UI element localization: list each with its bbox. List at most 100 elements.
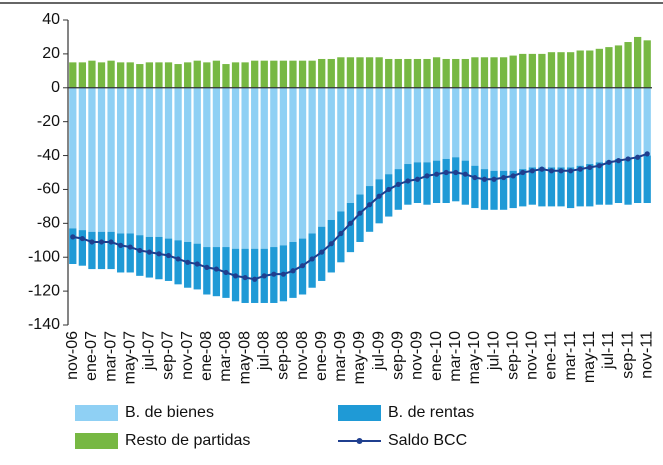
bar: [490, 170, 498, 210]
x-tick-label: may-11: [581, 331, 598, 383]
bar: [260, 60, 268, 88]
bar: [97, 62, 106, 88]
bar: [136, 64, 144, 88]
bar: [222, 64, 230, 88]
bar: [203, 62, 211, 88]
bar: [614, 87, 623, 159]
marker: [79, 235, 85, 242]
bar: [423, 87, 431, 163]
marker: [156, 251, 162, 257]
bar: [605, 160, 613, 205]
bar: [528, 87, 536, 168]
marker: [165, 252, 172, 259]
bar: [88, 60, 96, 88]
x-tick-label: nov-09: [409, 331, 426, 380]
marker: [606, 159, 612, 165]
bar: [346, 57, 355, 88]
bar: [164, 87, 173, 239]
bar: [97, 231, 106, 270]
bar: [145, 236, 154, 278]
bar: [461, 87, 469, 161]
bar: [586, 164, 594, 207]
marker: [290, 268, 296, 274]
marker: [204, 264, 210, 270]
bar: [308, 87, 316, 234]
bar: [471, 57, 479, 88]
bar: [452, 58, 460, 88]
bar: [643, 155, 651, 203]
marker: [89, 239, 95, 245]
bar: [260, 87, 268, 249]
bar: [136, 235, 144, 276]
bar: [155, 87, 163, 237]
y-tick-label: -60: [37, 181, 60, 198]
x-tick-label: ene-08: [198, 331, 215, 381]
bar: [126, 87, 134, 234]
marker: [405, 178, 411, 184]
legend-label: Saldo BCC: [388, 432, 467, 449]
bar: [88, 231, 96, 270]
bar: [624, 87, 632, 159]
x-tick-label: jul-11: [600, 331, 617, 370]
bar: [346, 87, 355, 203]
bar: [356, 57, 364, 88]
bar: [413, 87, 422, 163]
bar: [117, 87, 125, 234]
bar: [203, 87, 211, 248]
bar: [586, 87, 594, 165]
bar: [88, 87, 96, 232]
bar: [557, 167, 565, 207]
bar: [117, 62, 125, 88]
bar: [193, 87, 201, 244]
bar: [519, 169, 527, 207]
marker: [481, 176, 488, 182]
bar: [279, 60, 288, 88]
bar: [394, 58, 402, 88]
bar: [624, 42, 632, 88]
bar: [327, 87, 335, 220]
marker: [635, 154, 641, 160]
marker: [137, 247, 143, 254]
bar: [145, 62, 154, 88]
x-tick-label: jul-08: [255, 331, 272, 371]
bar: [107, 231, 115, 270]
bar: [413, 162, 422, 203]
marker: [194, 261, 200, 267]
marker: [366, 202, 373, 208]
bar: [212, 87, 221, 248]
marker: [491, 176, 497, 182]
x-tick-label: nov-10: [524, 331, 541, 380]
x-tick-label: sep-10: [504, 331, 521, 380]
bar: [547, 167, 556, 207]
bar: [528, 167, 536, 205]
marker: [261, 273, 267, 279]
bar: [595, 162, 603, 205]
marker: [433, 171, 440, 177]
bar: [432, 160, 441, 203]
bar: [203, 247, 211, 295]
bar: [174, 240, 182, 285]
bar: [308, 60, 316, 88]
bar: [241, 62, 249, 88]
marker: [644, 151, 650, 157]
bar: [461, 58, 469, 88]
bar: [365, 87, 374, 187]
bar: [270, 60, 278, 88]
bar: [605, 87, 613, 161]
marker: [443, 169, 449, 176]
bar: [634, 36, 642, 88]
bar: [576, 87, 584, 166]
bar: [538, 53, 546, 88]
marker: [520, 169, 526, 176]
bar: [251, 60, 259, 88]
bar: [375, 179, 383, 224]
bar: [432, 57, 441, 88]
bar: [337, 87, 345, 212]
bar: [136, 87, 144, 236]
bar: [289, 60, 297, 88]
marker: [271, 271, 277, 277]
bar: [557, 52, 565, 88]
bar: [471, 87, 479, 166]
bar: [586, 50, 594, 88]
